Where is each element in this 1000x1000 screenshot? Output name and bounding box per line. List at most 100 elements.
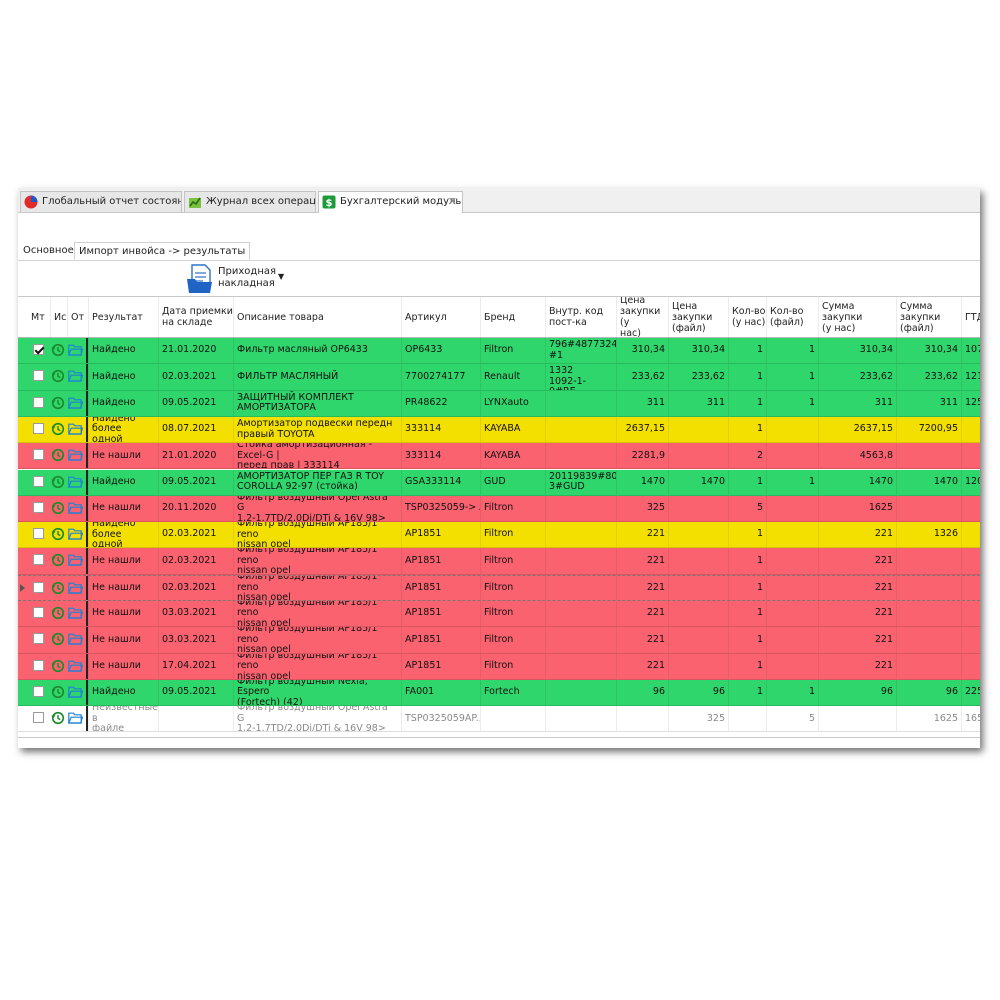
open-folder-icon[interactable] xyxy=(68,607,83,619)
price-file-cell xyxy=(668,601,728,627)
qty-file-cell: 1 xyxy=(766,364,818,390)
history-icon[interactable] xyxy=(51,527,65,541)
description-cell: Фильтр воздушный AP185/1 reno nissan ope… xyxy=(233,522,401,548)
column-header-brand[interactable]: Бренд xyxy=(480,297,545,337)
brand-cell xyxy=(480,706,545,732)
frozen-column-divider xyxy=(86,443,88,469)
table-row[interactable]: Не нашли 17.04.2021 Фильтр воздушный AP185… xyxy=(18,653,980,680)
column-header-date[interactable]: Дата приемки на складе xyxy=(158,297,233,337)
history-icon[interactable] xyxy=(51,581,65,595)
table-row[interactable]: Найдено более одной 02.03.2021 Фильтр возд… xyxy=(18,522,980,549)
open-folder-icon[interactable] xyxy=(68,528,83,540)
row-checkbox[interactable] xyxy=(33,581,44,593)
sum-file-cell: 233,62 xyxy=(896,364,961,390)
open-folder-icon[interactable] xyxy=(68,370,83,382)
open-folder-icon[interactable] xyxy=(68,633,83,645)
column-header-article[interactable]: Артикул xyxy=(401,297,480,337)
open-folder-icon[interactable] xyxy=(68,554,83,566)
open-folder-icon[interactable] xyxy=(68,344,83,356)
open-folder-icon[interactable] xyxy=(68,686,83,698)
table-row[interactable]: Не нашли 21.01.2020 Стойка амортизационная… xyxy=(18,443,980,470)
table-row[interactable]: Не нашли 02.03.2021 Фильтр воздушный AP185… xyxy=(18,548,980,575)
open-folder-icon[interactable] xyxy=(68,423,83,435)
column-header-is[interactable]: Ис xyxy=(50,297,67,337)
column-header-qty-file[interactable]: Кол-во (файл) xyxy=(766,297,818,337)
date-cell: 20.11.2020 xyxy=(158,495,233,522)
row-checkbox[interactable] xyxy=(33,685,44,697)
table-row[interactable]: Найдено 09.05.2021 Фильтр воздушный Nexia,… xyxy=(18,679,980,707)
row-checkbox[interactable] xyxy=(33,712,44,724)
history-icon[interactable] xyxy=(51,711,65,725)
open-folder-icon[interactable] xyxy=(68,582,83,594)
open-folder-icon[interactable] xyxy=(68,502,83,514)
history-icon[interactable] xyxy=(51,396,65,410)
column-header-supplier-code[interactable]: Внутр. код пост-ка xyxy=(545,297,616,337)
tab-global-report[interactable]: Глобальный отчет состояни... xyxy=(20,191,182,212)
history-icon[interactable] xyxy=(51,343,65,357)
open-folder-icon[interactable] xyxy=(68,449,83,461)
result-cell: Не нашли xyxy=(88,443,158,469)
supplier-code-cell: 20119839#807 3#GUD xyxy=(545,469,616,495)
table-row[interactable]: Не нашли 03.03.2021 Фильтр воздушный AP185… xyxy=(18,601,980,628)
table-row[interactable]: Не нашли 03.03.2021 Фильтр воздушный AP185… xyxy=(18,627,980,654)
row-checkbox[interactable] xyxy=(33,344,44,355)
chevron-down-icon[interactable]: ▼ xyxy=(278,272,285,281)
history-icon[interactable] xyxy=(51,553,65,567)
tab-accounting-module[interactable]: $ Бухгалтерский модуль ✕ xyxy=(318,191,463,213)
history-icon[interactable] xyxy=(51,448,65,462)
row-checkbox[interactable] xyxy=(33,554,44,566)
row-checkbox[interactable] xyxy=(33,422,44,434)
close-icon[interactable]: ✕ xyxy=(447,195,457,208)
open-folder-icon[interactable] xyxy=(68,476,83,488)
table-row[interactable]: Не нашли 20.11.2020 Фильтр воздушный Opel … xyxy=(18,495,980,523)
table-row[interactable]: Неизвестные в файле Фильтр воздушный Opel… xyxy=(18,706,980,733)
tab-invoice-import-results[interactable]: Импорт инвойса -> результаты xyxy=(74,242,251,260)
column-header-price-file[interactable]: Цена закупки (файл) xyxy=(668,297,728,337)
row-checkbox[interactable] xyxy=(33,396,44,408)
row-checkbox[interactable] xyxy=(33,449,44,461)
row-checkbox[interactable] xyxy=(33,659,44,671)
column-header-sum-us[interactable]: Сумма закупки (у нас) xyxy=(818,297,896,337)
table-row[interactable]: Найдено 21.01.2020 Фильтр масляный OP6433 O… xyxy=(18,338,980,365)
row-checkbox[interactable] xyxy=(33,528,44,540)
table-row[interactable]: Найдено 02.03.2021 ФИЛЬТР МАСЛЯНЫЙ 77002741… xyxy=(18,364,980,391)
history-icon[interactable] xyxy=(51,606,65,620)
sum-file-cell xyxy=(896,575,961,600)
open-folder-icon[interactable] xyxy=(68,397,83,409)
table-row[interactable]: Найдено 09.05.2021 АМОРТИЗАТОР ПЕР ГАЗ R T… xyxy=(18,469,980,496)
history-icon[interactable] xyxy=(51,659,65,673)
column-header-qty-us[interactable]: Кол-во (у нас) xyxy=(728,297,766,337)
column-header-mt[interactable]: Мт xyxy=(31,311,45,323)
history-icon[interactable] xyxy=(51,632,65,646)
row-checkbox[interactable] xyxy=(33,633,44,645)
open-folder-icon[interactable] xyxy=(68,660,83,672)
price-us-cell: 2637,15 xyxy=(616,416,668,443)
result-cell: Найдено xyxy=(88,679,158,706)
column-header-gtd[interactable]: ГТД xyxy=(961,297,980,337)
gtd-cell xyxy=(961,548,980,574)
column-header-ot[interactable]: От xyxy=(67,297,87,337)
row-checkbox[interactable] xyxy=(33,607,44,618)
table-row[interactable]: Найдено более одной 08.07.2021 Амортизатор… xyxy=(18,416,980,444)
tab-main[interactable]: Основное xyxy=(23,245,74,256)
column-header-result[interactable]: Результат xyxy=(88,297,158,337)
history-icon[interactable] xyxy=(51,475,65,489)
open-folder-icon[interactable] xyxy=(68,712,83,724)
row-checkbox[interactable] xyxy=(33,501,44,513)
history-icon[interactable] xyxy=(51,685,65,699)
result-cell: Найдено xyxy=(88,364,158,390)
incoming-invoice-button[interactable]: Приходная накладная ▼ xyxy=(186,263,296,295)
table-row[interactable]: Найдено 09.05.2021 ЗАЩИТНЫЙ КОМПЛЕКТ АМОРТ… xyxy=(18,390,980,417)
column-header-price-us[interactable]: Цена закупки (у нас) xyxy=(616,297,668,337)
qty-us-cell: 1 xyxy=(728,469,766,495)
tab-operations-journal[interactable]: Журнал всех операций xyxy=(184,191,316,212)
brand-cell: KAYABA xyxy=(480,416,545,443)
history-icon[interactable] xyxy=(51,369,65,383)
column-header-description[interactable]: Описание товара xyxy=(233,297,401,337)
row-checkbox[interactable] xyxy=(33,475,44,487)
row-checkbox[interactable] xyxy=(33,370,44,382)
column-header-sum-file[interactable]: Сумма закупки (файл) xyxy=(896,297,961,337)
history-icon[interactable] xyxy=(51,422,65,436)
table-row[interactable]: Не нашли 02.03.2021 Фильтр воздушный AP185… xyxy=(18,574,980,601)
history-icon[interactable] xyxy=(51,501,65,515)
